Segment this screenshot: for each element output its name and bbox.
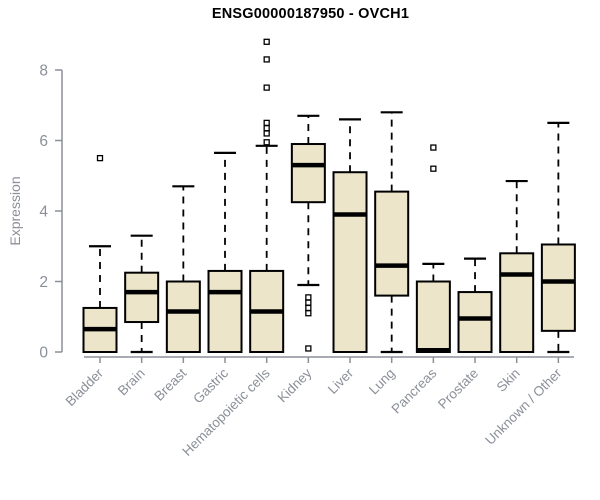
box-unknown-other	[540, 243, 576, 332]
box-liver	[332, 171, 368, 353]
y-tick-label: 0	[39, 345, 48, 362]
outlier-pancreas	[430, 144, 437, 151]
outlier-kidney	[305, 345, 312, 352]
box-lung	[374, 190, 410, 297]
outlier-hematopoietic-cells	[263, 130, 270, 137]
x-tick-label-lung: Lung	[366, 366, 398, 398]
x-tick-label-prostate: Prostate	[435, 366, 481, 412]
outlier-kidney	[305, 310, 312, 317]
box-brain	[124, 271, 160, 324]
outlier-pancreas	[430, 165, 437, 172]
outlier-hematopoietic-cells	[263, 38, 270, 45]
x-tick-label-unknown-other: Unknown / Other	[482, 365, 565, 448]
box-prostate	[457, 291, 493, 354]
x-tick-label-brain: Brain	[115, 366, 148, 399]
x-tick-label-liver: Liver	[325, 365, 357, 397]
outlier-kidney	[305, 304, 312, 312]
y-tick-label: 6	[39, 133, 48, 150]
outlier-bladder	[96, 154, 104, 162]
outlier-kidney	[305, 299, 312, 306]
outlier-hematopoietic-cells	[263, 56, 270, 63]
outlier-hematopoietic-cells	[263, 125, 270, 132]
box-breast	[165, 280, 201, 353]
x-tick-label-bladder: Bladder	[63, 365, 107, 409]
box-skin	[499, 252, 535, 353]
x-tick-label-pancreas: Pancreas	[389, 365, 440, 416]
y-tick-label: 8	[39, 63, 48, 80]
chart-title: ENSG00000187950 - OVCH1	[211, 6, 410, 22]
x-tick-label-gastric: Gastric	[190, 365, 231, 406]
x-tick-label-kidney: Kidney	[275, 365, 315, 405]
y-tick-label: 4	[39, 204, 48, 221]
box-pancreas	[415, 280, 451, 353]
box-gastric	[207, 269, 243, 353]
outlier-kidney	[305, 294, 312, 301]
box-kidney	[290, 143, 326, 204]
outlier-hematopoietic-cells	[263, 84, 270, 91]
x-tick-label-skin: Skin	[494, 366, 523, 395]
x-tick-label-breast: Breast	[151, 365, 189, 403]
outlier-hematopoietic-cells	[263, 119, 270, 127]
y-tick-label: 2	[39, 274, 48, 291]
outlier-hematopoietic-cells	[263, 139, 270, 146]
